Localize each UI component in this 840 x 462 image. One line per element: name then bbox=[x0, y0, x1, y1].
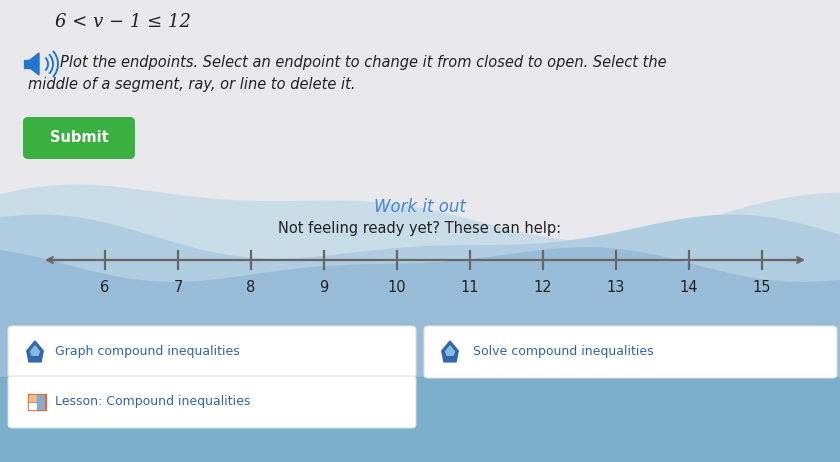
Text: 6 < v − 1 ≤ 12: 6 < v − 1 ≤ 12 bbox=[55, 13, 191, 31]
FancyBboxPatch shape bbox=[23, 117, 135, 159]
Text: Graph compound inequalities: Graph compound inequalities bbox=[55, 346, 239, 359]
Text: Work it out: Work it out bbox=[374, 198, 466, 216]
Text: Plot the endpoints. Select an endpoint to change it from closed to open. Select : Plot the endpoints. Select an endpoint t… bbox=[60, 55, 667, 69]
Text: Solve compound inequalities: Solve compound inequalities bbox=[473, 346, 654, 359]
Text: 6: 6 bbox=[100, 280, 110, 295]
Text: 10: 10 bbox=[388, 280, 407, 295]
FancyBboxPatch shape bbox=[8, 376, 416, 428]
Text: Submit: Submit bbox=[50, 130, 108, 146]
FancyBboxPatch shape bbox=[8, 326, 416, 378]
Polygon shape bbox=[445, 346, 454, 355]
Text: 7: 7 bbox=[173, 280, 182, 295]
FancyBboxPatch shape bbox=[424, 326, 837, 378]
Text: middle of a segment, ray, or line to delete it.: middle of a segment, ray, or line to del… bbox=[28, 77, 355, 91]
Text: Not feeling ready yet? These can help:: Not feeling ready yet? These can help: bbox=[278, 220, 562, 236]
Text: 9: 9 bbox=[319, 280, 328, 295]
Polygon shape bbox=[30, 346, 39, 355]
Text: Lesson: Compound inequalities: Lesson: Compound inequalities bbox=[55, 395, 250, 408]
Polygon shape bbox=[30, 53, 39, 75]
Bar bbox=[0, 377, 840, 462]
Bar bbox=[29, 403, 36, 409]
Polygon shape bbox=[27, 341, 43, 362]
Bar bbox=[28, 394, 46, 410]
Bar bbox=[24, 60, 30, 68]
Text: 13: 13 bbox=[606, 280, 625, 295]
Text: 11: 11 bbox=[461, 280, 480, 295]
Polygon shape bbox=[442, 341, 459, 362]
Text: 15: 15 bbox=[753, 280, 771, 295]
Text: 14: 14 bbox=[680, 280, 698, 295]
Text: 8: 8 bbox=[246, 280, 255, 295]
Text: 12: 12 bbox=[533, 280, 553, 295]
Bar bbox=[29, 395, 36, 401]
Bar bbox=[37, 395, 44, 409]
